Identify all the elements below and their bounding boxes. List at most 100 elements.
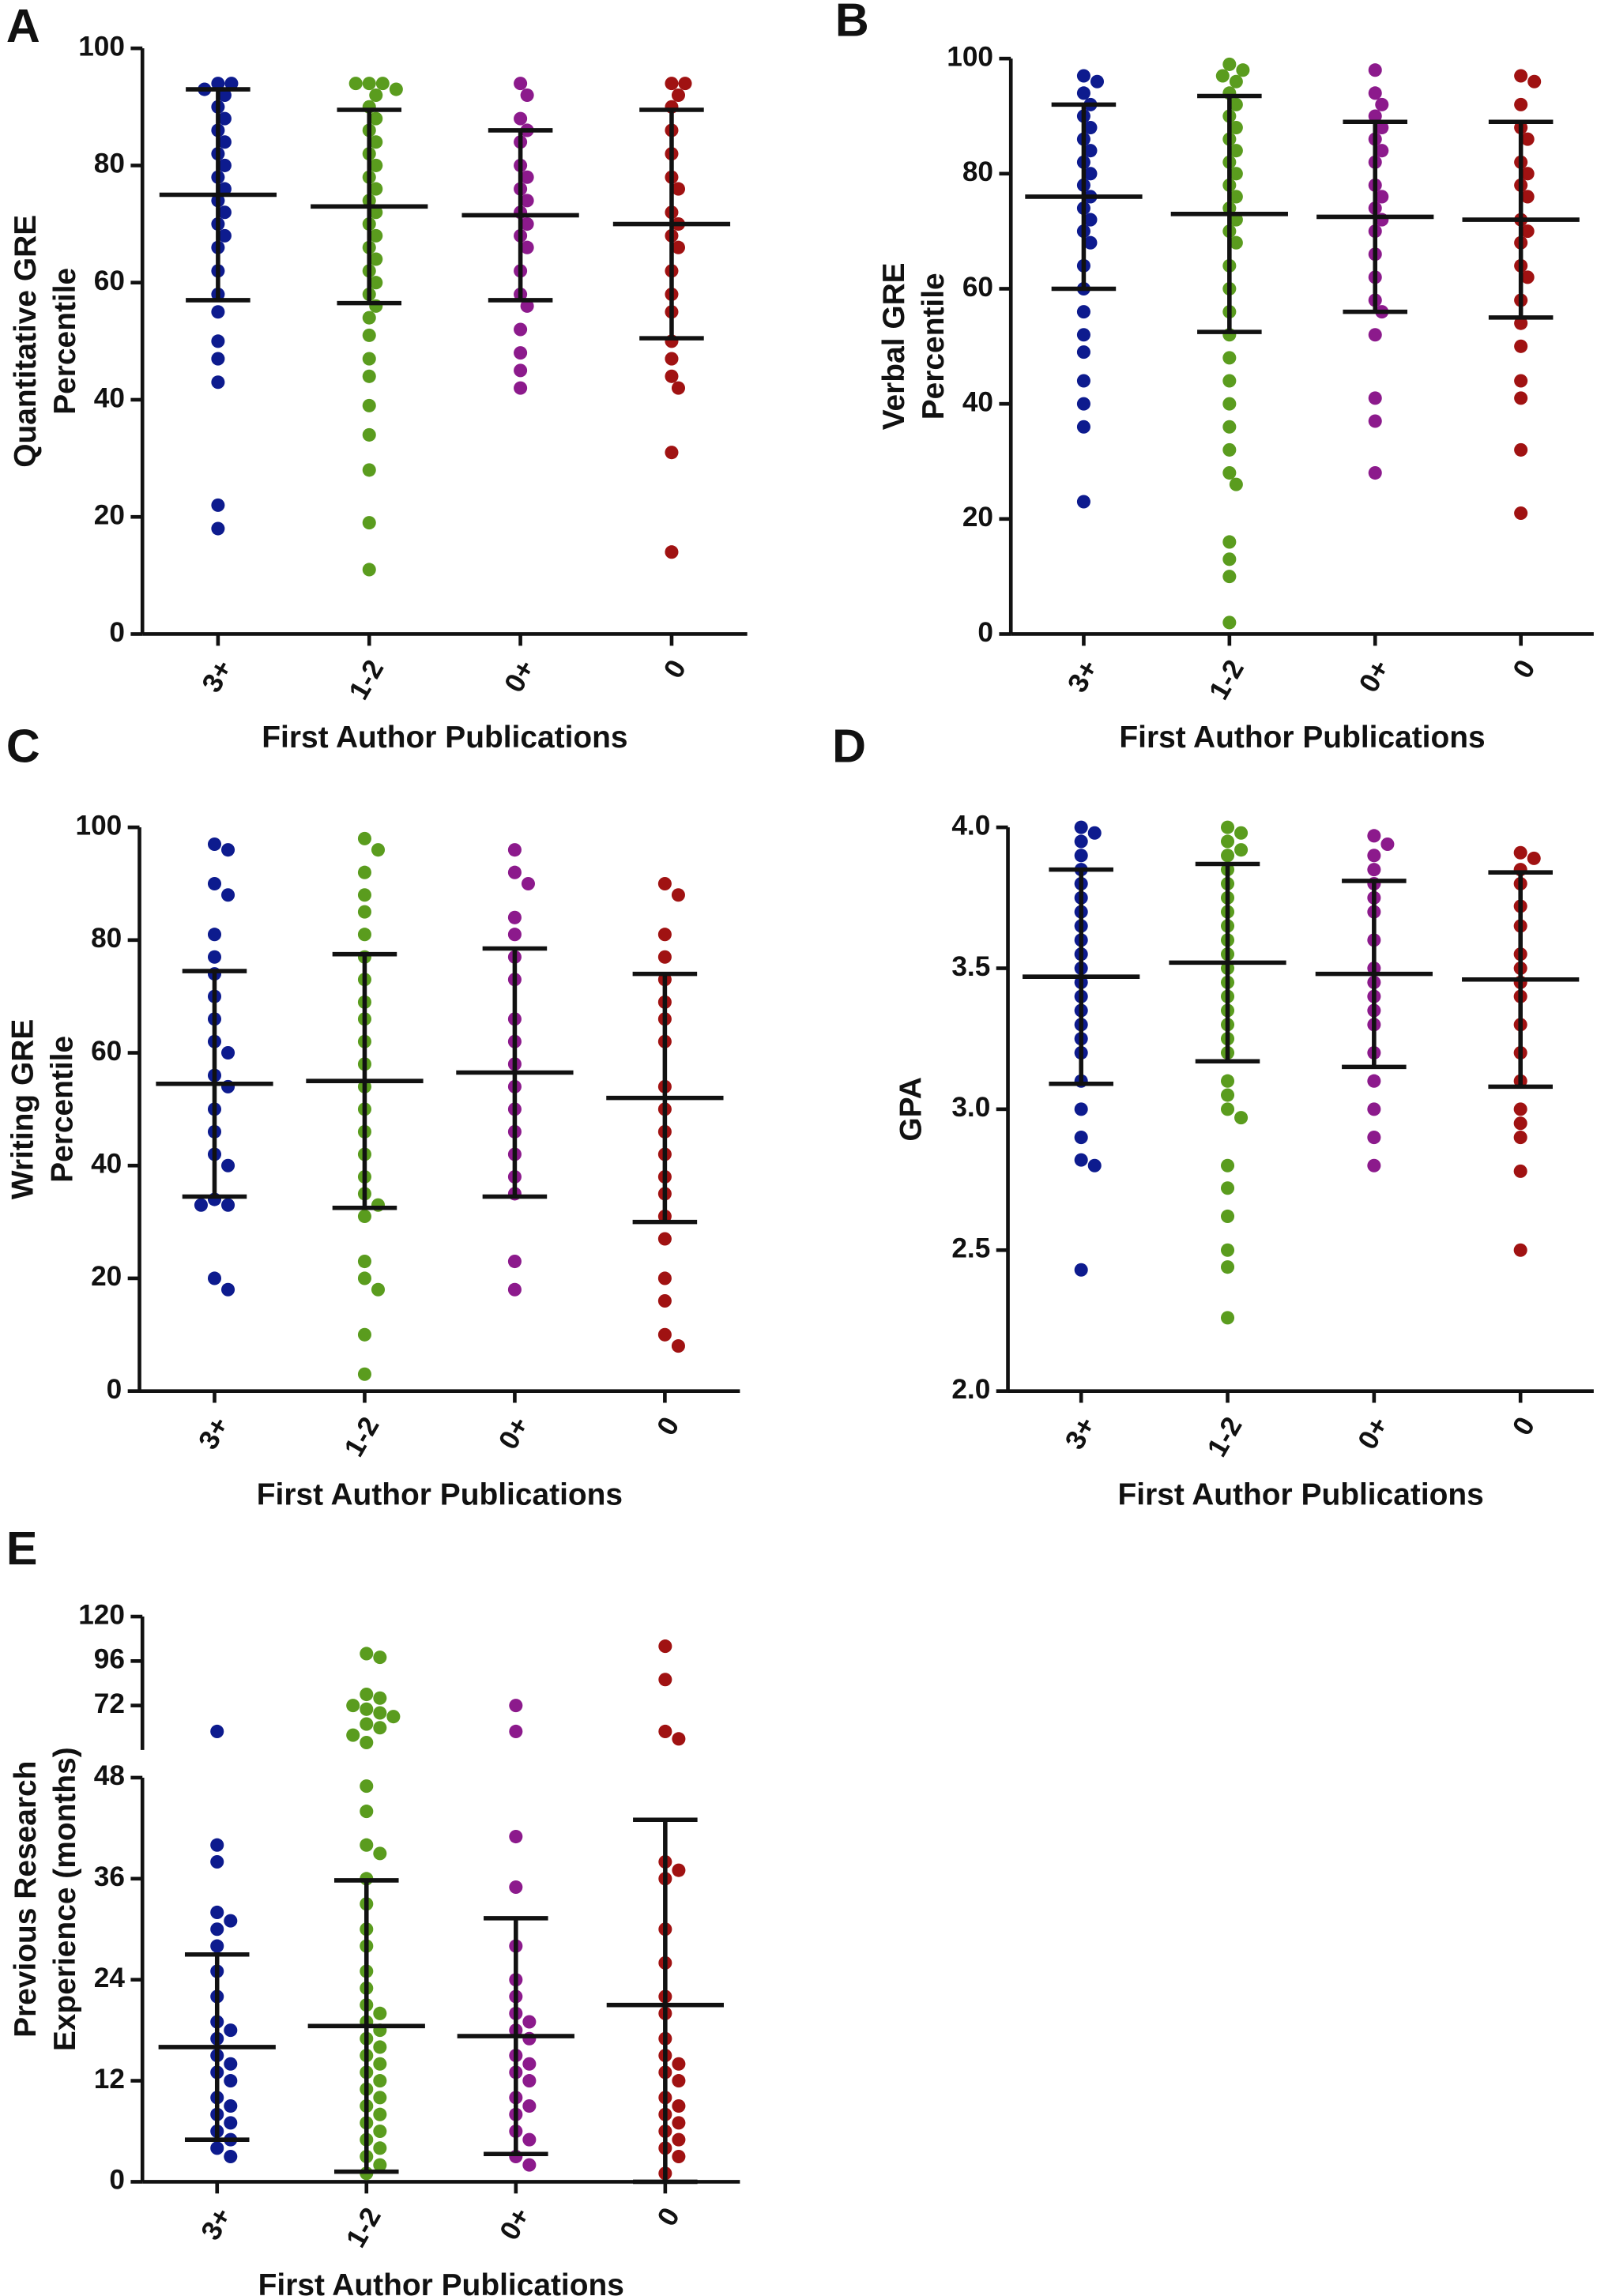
data-dot <box>509 1880 523 1895</box>
data-dot <box>360 1805 374 1819</box>
group-3 <box>665 77 692 559</box>
data-dot <box>1234 843 1249 857</box>
data-dot <box>221 1198 235 1212</box>
data-dot <box>211 375 225 390</box>
data-dot <box>1090 74 1105 88</box>
data-dot <box>507 928 522 942</box>
data-dot <box>357 1271 371 1285</box>
data-dot <box>210 1724 224 1738</box>
data-dot <box>658 1724 672 1738</box>
data-dot <box>360 1702 374 1716</box>
y-tick-label: 40 <box>94 382 125 413</box>
data-dot <box>1520 224 1535 239</box>
data-dot <box>211 521 225 536</box>
data-dot <box>217 88 232 102</box>
data-dot <box>1513 1164 1527 1178</box>
data-dot <box>194 1198 208 1212</box>
data-dot <box>514 322 528 337</box>
data-dot <box>1368 86 1382 100</box>
data-dot <box>346 1699 360 1713</box>
data-dot <box>389 82 403 96</box>
data-dot <box>665 77 679 91</box>
data-dot <box>360 1838 374 1852</box>
data-dot <box>1367 863 1381 877</box>
data-dot <box>1083 167 1098 181</box>
x-axis-title: First Author Publications <box>257 1477 623 1511</box>
y-tick-label: 2.0 <box>951 1374 990 1405</box>
y-tick-label: 24 <box>94 1963 126 1993</box>
group-1 <box>346 1647 401 2181</box>
y-tick-label: 2.5 <box>951 1233 990 1264</box>
x-tick-label: 3+ <box>1062 655 1105 698</box>
data-dot <box>373 2091 387 2105</box>
y-tick-label: 36 <box>94 1861 125 1892</box>
x-tick-label: 0+ <box>494 2203 537 2245</box>
data-dot <box>1220 1181 1235 1195</box>
data-dot <box>1368 414 1382 428</box>
data-dot <box>207 928 222 942</box>
data-dot <box>371 843 386 857</box>
x-tick-label: 0 <box>657 655 692 683</box>
data-dot <box>211 334 225 348</box>
y-tick-label: 80 <box>962 156 993 187</box>
data-dot <box>658 1673 672 1687</box>
data-dot <box>658 1639 672 1654</box>
data-dot <box>348 77 363 91</box>
data-dot <box>1076 374 1090 388</box>
data-dot <box>671 888 685 902</box>
data-dot <box>520 299 534 313</box>
data-dot <box>217 135 232 149</box>
y-tick-label: 60 <box>962 272 993 303</box>
data-dot <box>507 910 522 924</box>
data-dot <box>371 1282 386 1297</box>
data-dot <box>1076 397 1090 411</box>
y-tick-label: 60 <box>91 1036 122 1067</box>
data-dot <box>1220 1311 1235 1325</box>
x-tick-label: 0+ <box>499 655 541 698</box>
data-dot <box>207 876 222 891</box>
data-dot <box>1367 1074 1381 1088</box>
data-dot <box>1220 1209 1235 1223</box>
data-dot <box>657 928 672 942</box>
y-tick-label: 0 <box>977 617 993 648</box>
data-dot <box>1222 552 1237 566</box>
data-dot <box>1076 345 1090 359</box>
data-dot <box>217 205 232 220</box>
x-tick-label: 0 <box>651 2203 686 2231</box>
data-dot <box>346 1728 360 1742</box>
data-dot <box>1514 97 1528 111</box>
data-dot <box>1083 121 1098 135</box>
data-dot <box>362 369 376 383</box>
data-dot <box>373 2057 387 2071</box>
data-dot <box>1368 328 1382 342</box>
data-dot <box>1375 97 1389 111</box>
data-dot <box>1222 442 1237 457</box>
data-dot <box>1229 477 1243 491</box>
x-tick-label: 0 <box>1507 655 1542 683</box>
data-dot <box>221 1282 235 1297</box>
x-axis-title: First Author Publications <box>1119 721 1485 755</box>
data-dot <box>1514 69 1528 83</box>
group-0 <box>1074 820 1102 1277</box>
data-dot <box>1367 1131 1381 1145</box>
panel-letter: B <box>835 0 869 46</box>
data-dot <box>1375 121 1389 135</box>
data-dot <box>665 352 679 366</box>
data-dot <box>369 111 383 126</box>
data-dot <box>373 2124 387 2139</box>
data-dot <box>373 2074 387 2088</box>
data-dot <box>373 2158 387 2172</box>
data-dot <box>373 2040 387 2054</box>
x-tick-label: 3+ <box>195 2203 238 2245</box>
data-dot <box>1513 1102 1527 1116</box>
data-dot <box>360 1779 374 1794</box>
data-dot <box>1513 1243 1527 1257</box>
y-axis-title: Percentile <box>48 268 82 415</box>
data-dot <box>522 2015 537 2029</box>
data-dot <box>672 2132 686 2147</box>
data-dot <box>1074 849 1088 863</box>
data-dot <box>207 950 222 964</box>
data-dot <box>1513 1131 1527 1145</box>
y-tick-label: 100 <box>78 31 125 62</box>
data-dot <box>665 545 679 559</box>
